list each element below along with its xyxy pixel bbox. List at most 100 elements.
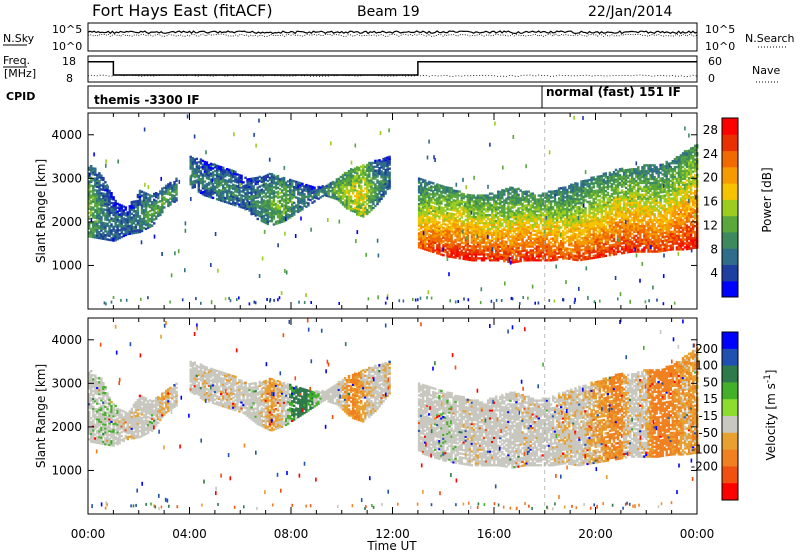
range-cell <box>349 195 353 198</box>
range-cell <box>368 181 371 184</box>
range-cell <box>372 195 375 198</box>
range-cell <box>547 206 551 209</box>
range-cell <box>594 226 597 230</box>
range-cell <box>436 185 439 188</box>
range-cell <box>572 219 575 222</box>
range-cell <box>582 197 585 200</box>
range-cell <box>578 202 581 205</box>
range-cell <box>537 206 541 209</box>
range-cell <box>291 208 294 212</box>
range-cell <box>478 247 482 250</box>
range-cell <box>491 255 494 258</box>
range-cell <box>584 195 587 198</box>
range-cell <box>240 198 243 201</box>
range-cell <box>347 207 351 210</box>
range-cell <box>584 189 587 192</box>
range-cell <box>442 244 445 247</box>
range-cell <box>100 200 103 203</box>
range-cell <box>90 200 93 203</box>
range-cell <box>193 158 197 161</box>
range-cell <box>205 175 209 178</box>
range-cell <box>262 216 266 220</box>
range-cell <box>509 257 512 260</box>
range-cell <box>360 177 363 180</box>
range-cell <box>258 189 261 192</box>
range-cell <box>438 241 441 244</box>
range-cell <box>517 195 520 198</box>
range-cell <box>442 254 445 257</box>
range-cell <box>205 194 209 198</box>
range-cell <box>517 193 520 196</box>
range-cell <box>351 186 355 189</box>
range-cell <box>104 224 107 227</box>
range-cell <box>588 178 591 182</box>
range-cell <box>482 253 486 256</box>
range-cell <box>366 189 369 192</box>
range-cell <box>537 251 541 254</box>
range-cell <box>90 214 93 217</box>
range-cell <box>280 181 284 184</box>
range-cell <box>547 212 551 215</box>
range-cell <box>582 185 585 189</box>
range-cell <box>497 225 500 229</box>
range-cell <box>207 164 211 167</box>
range-cell <box>100 235 103 238</box>
range-cell <box>106 234 109 237</box>
range-cell <box>362 215 365 218</box>
range-cell <box>203 188 207 191</box>
range-cell <box>92 228 95 231</box>
range-cell <box>209 162 213 166</box>
range-cell <box>262 220 266 224</box>
range-cell <box>448 255 451 258</box>
range-cell <box>464 238 468 241</box>
range-cell <box>272 186 276 189</box>
range-cell <box>134 219 138 223</box>
range-cell <box>100 227 103 230</box>
range-cell <box>588 222 591 225</box>
range-cell <box>436 244 439 247</box>
range-cell <box>444 237 447 240</box>
range-cell <box>191 172 194 176</box>
range-cell <box>374 159 377 163</box>
range-cell <box>572 236 575 240</box>
range-cell <box>382 193 385 196</box>
range-cell <box>574 235 577 238</box>
range-cell <box>576 182 579 185</box>
range-cell <box>307 196 310 199</box>
range-cell <box>497 229 500 233</box>
range-cell <box>426 233 429 236</box>
freq-label: Freq. <box>3 54 30 67</box>
range-cell <box>470 196 474 199</box>
range-cell <box>570 230 573 233</box>
range-cell <box>576 198 579 201</box>
range-cell <box>555 209 559 212</box>
range-cell <box>380 160 383 163</box>
range-cell <box>205 188 209 192</box>
range-cell <box>358 208 361 211</box>
range-cell <box>584 236 587 239</box>
range-cell <box>511 210 514 213</box>
range-cell <box>238 205 241 208</box>
range-cell <box>299 199 302 203</box>
range-cell <box>368 199 371 202</box>
range-cell <box>436 222 439 225</box>
range-cell <box>286 217 290 220</box>
range-cell <box>197 184 201 187</box>
range-cell <box>533 237 537 240</box>
range-cell <box>588 182 591 186</box>
range-cell <box>280 177 284 180</box>
range-cell <box>527 202 530 205</box>
range-cell <box>515 254 518 258</box>
range-cell <box>598 249 601 253</box>
range-cell <box>132 216 136 219</box>
range-cell <box>138 223 142 226</box>
range-cell <box>432 213 435 216</box>
range-cell <box>242 204 245 208</box>
range-cell <box>543 247 547 250</box>
nave-tick-high: 60 <box>708 55 722 68</box>
range-cell <box>468 217 472 220</box>
range-cell <box>588 245 591 248</box>
range-cell <box>564 241 567 244</box>
range-cell <box>351 182 355 185</box>
range-cell <box>424 191 427 194</box>
